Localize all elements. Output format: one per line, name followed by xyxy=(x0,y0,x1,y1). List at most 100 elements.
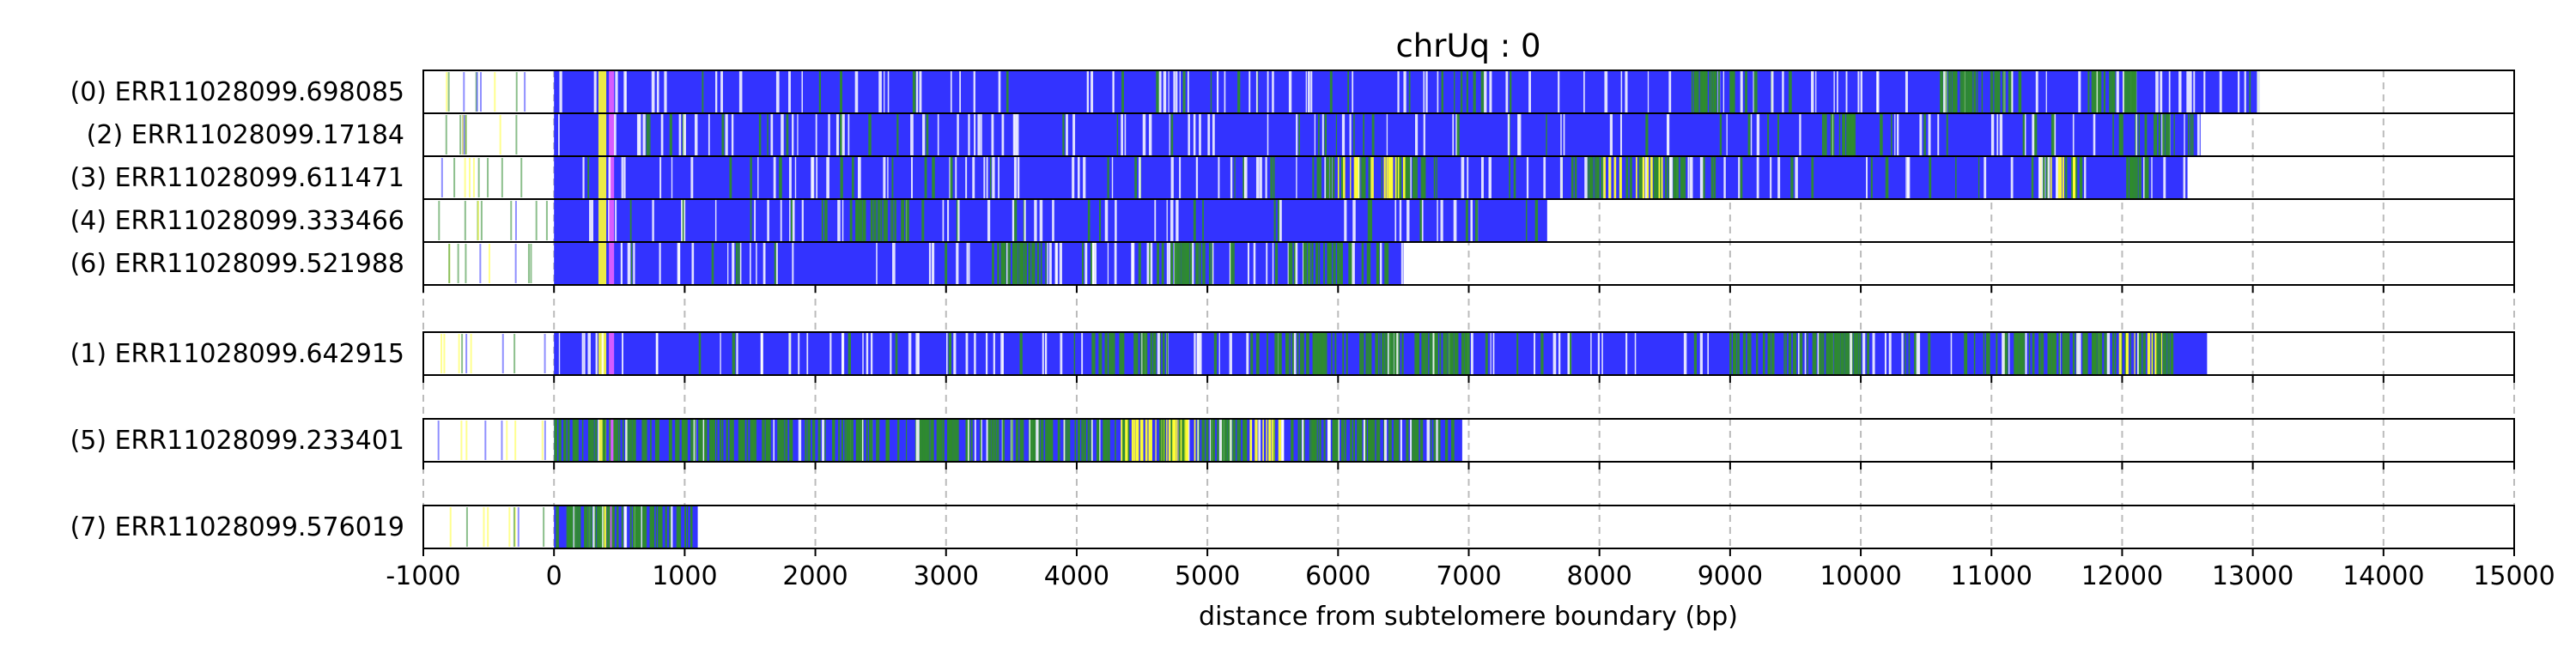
variant-stripe xyxy=(1121,332,1124,375)
track-group: (1) ERR11028099.642915 xyxy=(70,331,2515,383)
variant-stripe xyxy=(1237,419,1242,462)
variant-stripe xyxy=(1968,70,1971,113)
pre-boundary-mark xyxy=(501,334,504,373)
variant-stripe xyxy=(690,419,694,462)
variant-stripe xyxy=(1473,70,1476,113)
variant-stripe xyxy=(1319,419,1321,462)
pre-boundary-mark xyxy=(501,158,503,197)
variant-stripe xyxy=(558,332,561,375)
variant-stripe xyxy=(1062,113,1065,156)
variant-stripe xyxy=(1954,70,1958,113)
variant-stripe xyxy=(1492,332,1495,375)
variant-stripe xyxy=(1353,156,1356,199)
variant-stripe xyxy=(981,419,982,462)
variant-stripe xyxy=(584,506,586,548)
variant-stripe xyxy=(684,419,688,462)
variant-stripe xyxy=(1750,113,1753,156)
variant-stripe xyxy=(559,70,562,113)
variant-stripe xyxy=(630,242,633,285)
variant-stripe xyxy=(775,70,780,113)
variant-stripe xyxy=(2151,156,2153,199)
variant-stripe xyxy=(1799,332,1803,375)
variant-stripe xyxy=(912,70,916,113)
variant-stripe xyxy=(637,506,640,548)
variant-stripe xyxy=(1353,113,1355,156)
variant-stripe xyxy=(742,419,744,462)
variant-stripe xyxy=(1415,332,1419,375)
variant-stripe xyxy=(633,419,635,462)
variant-stripe xyxy=(1406,156,1411,199)
variant-stripe xyxy=(915,419,919,462)
variant-stripe xyxy=(1139,332,1142,375)
variant-stripe xyxy=(651,70,655,113)
variant-stripe xyxy=(781,113,784,156)
x-tick-label: 0 xyxy=(546,561,562,591)
variant-stripe xyxy=(677,242,681,285)
variant-stripe xyxy=(2064,156,2068,199)
variant-stripe xyxy=(787,70,791,113)
variant-stripe xyxy=(2018,70,2021,113)
variant-stripe xyxy=(2219,70,2222,113)
variant-stripe xyxy=(2124,332,2126,375)
variant-stripe xyxy=(1518,113,1522,156)
pre-boundary-mark xyxy=(514,201,517,240)
variant-stripe xyxy=(1336,419,1340,462)
read-track: (6) ERR11028099.521988 xyxy=(70,241,2515,286)
variant-stripe xyxy=(1292,332,1297,375)
variant-stripe xyxy=(1255,156,1260,199)
variant-stripe xyxy=(1031,242,1034,285)
variant-stripe xyxy=(871,199,872,242)
variant-stripe xyxy=(682,419,685,462)
variant-stripe xyxy=(908,332,912,375)
variant-stripe xyxy=(1416,419,1419,462)
variant-stripe xyxy=(563,419,566,462)
variant-stripe xyxy=(2167,113,2171,156)
variant-stripe xyxy=(1563,113,1565,156)
variant-stripe xyxy=(1279,199,1282,242)
variant-stripe xyxy=(2059,156,2063,199)
variant-stripe xyxy=(1168,419,1170,462)
variant-stripe xyxy=(1034,242,1036,285)
variant-stripe xyxy=(1790,156,1794,199)
variant-stripe xyxy=(1044,332,1048,375)
variant-stripe xyxy=(1369,199,1373,242)
variant-stripe xyxy=(2129,156,2131,199)
variant-stripe xyxy=(857,199,860,242)
variant-stripe xyxy=(1371,113,1375,156)
variant-stripe xyxy=(1915,332,1919,375)
variant-stripe xyxy=(968,419,971,462)
variant-stripe xyxy=(1170,156,1174,199)
variant-stripe xyxy=(1113,332,1115,375)
variant-stripe xyxy=(638,113,641,156)
variant-stripe xyxy=(738,242,740,285)
variant-stripe xyxy=(1693,332,1697,375)
variant-stripe xyxy=(1361,156,1364,199)
variant-stripe xyxy=(1423,332,1426,375)
variant-stripe xyxy=(659,156,662,199)
variant-stripe xyxy=(1668,70,1672,113)
variant-stripe xyxy=(1266,419,1267,462)
variant-stripe xyxy=(1202,199,1204,242)
variant-stripe xyxy=(1105,332,1108,375)
variant-stripe xyxy=(1391,332,1394,375)
variant-stripe xyxy=(1380,242,1382,285)
variant-stripe xyxy=(798,332,800,375)
variant-stripe xyxy=(691,242,695,285)
variant-stripe xyxy=(1804,332,1807,375)
variant-stripe xyxy=(644,419,647,462)
variant-stripe xyxy=(1297,332,1299,375)
variant-stripe xyxy=(1453,419,1455,462)
variant-stripe xyxy=(1906,156,1909,199)
variant-stripe xyxy=(1116,113,1119,156)
variant-stripe xyxy=(1319,156,1321,199)
variant-stripe xyxy=(1341,113,1346,156)
variant-stripe xyxy=(1133,332,1135,375)
variant-stripe xyxy=(1426,419,1431,462)
variant-stripe xyxy=(1742,332,1747,375)
variant-stripe xyxy=(2028,332,2031,375)
variant-stripe xyxy=(1365,332,1369,375)
variant-stripe xyxy=(2131,70,2134,113)
variant-stripe xyxy=(584,506,587,548)
variant-stripe xyxy=(1105,419,1108,462)
variant-stripe xyxy=(919,70,922,113)
